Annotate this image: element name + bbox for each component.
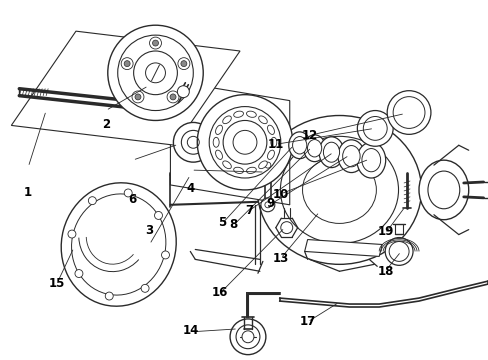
Circle shape bbox=[264, 202, 270, 208]
Ellipse shape bbox=[319, 137, 343, 168]
Circle shape bbox=[118, 35, 193, 111]
Ellipse shape bbox=[213, 137, 219, 147]
Circle shape bbox=[135, 94, 141, 100]
Text: 6: 6 bbox=[128, 193, 137, 206]
Ellipse shape bbox=[307, 140, 321, 157]
Ellipse shape bbox=[267, 150, 274, 159]
Circle shape bbox=[88, 197, 96, 204]
Circle shape bbox=[233, 130, 256, 154]
Circle shape bbox=[105, 292, 113, 300]
Circle shape bbox=[178, 58, 189, 69]
Polygon shape bbox=[170, 81, 289, 205]
Circle shape bbox=[68, 230, 76, 238]
Polygon shape bbox=[304, 239, 382, 256]
Text: 17: 17 bbox=[299, 315, 315, 328]
Text: 15: 15 bbox=[49, 277, 65, 290]
Circle shape bbox=[132, 91, 143, 103]
Circle shape bbox=[154, 211, 162, 219]
Circle shape bbox=[236, 325, 260, 349]
Circle shape bbox=[124, 189, 132, 197]
Ellipse shape bbox=[270, 137, 276, 147]
Text: 5: 5 bbox=[218, 216, 226, 229]
Circle shape bbox=[133, 51, 177, 95]
Polygon shape bbox=[11, 31, 240, 145]
Ellipse shape bbox=[222, 116, 231, 124]
Ellipse shape bbox=[258, 116, 267, 124]
Circle shape bbox=[145, 63, 165, 83]
Circle shape bbox=[242, 331, 253, 343]
Circle shape bbox=[181, 130, 205, 154]
Circle shape bbox=[173, 122, 213, 162]
Text: 12: 12 bbox=[302, 129, 318, 142]
Ellipse shape bbox=[337, 140, 364, 172]
Text: 4: 4 bbox=[186, 183, 195, 195]
Text: 18: 18 bbox=[377, 265, 393, 278]
Ellipse shape bbox=[246, 167, 256, 174]
Circle shape bbox=[363, 117, 386, 140]
Ellipse shape bbox=[246, 111, 256, 117]
Ellipse shape bbox=[356, 142, 385, 178]
Ellipse shape bbox=[61, 183, 176, 306]
Text: 10: 10 bbox=[272, 188, 288, 201]
Ellipse shape bbox=[302, 157, 376, 224]
Ellipse shape bbox=[342, 145, 359, 167]
Ellipse shape bbox=[361, 149, 380, 172]
Ellipse shape bbox=[233, 111, 243, 117]
Ellipse shape bbox=[292, 136, 306, 154]
Text: 7: 7 bbox=[245, 204, 253, 217]
Circle shape bbox=[161, 251, 169, 259]
Ellipse shape bbox=[418, 160, 468, 220]
Ellipse shape bbox=[303, 135, 325, 162]
Circle shape bbox=[149, 37, 161, 49]
Circle shape bbox=[152, 40, 158, 46]
Circle shape bbox=[177, 86, 189, 98]
Ellipse shape bbox=[288, 132, 310, 159]
Text: 16: 16 bbox=[212, 286, 228, 299]
Text: 1: 1 bbox=[24, 186, 32, 199]
Ellipse shape bbox=[257, 116, 421, 264]
Ellipse shape bbox=[258, 161, 267, 169]
Circle shape bbox=[75, 270, 83, 278]
Circle shape bbox=[107, 25, 203, 121]
Circle shape bbox=[181, 60, 186, 67]
Circle shape bbox=[223, 121, 266, 164]
Text: 11: 11 bbox=[267, 138, 284, 151]
Text: 14: 14 bbox=[183, 324, 199, 337]
Ellipse shape bbox=[427, 171, 459, 209]
Circle shape bbox=[385, 238, 412, 265]
Circle shape bbox=[357, 111, 392, 146]
Ellipse shape bbox=[222, 161, 231, 169]
Circle shape bbox=[386, 91, 430, 134]
Text: 19: 19 bbox=[377, 225, 393, 238]
Circle shape bbox=[261, 158, 274, 172]
Text: 3: 3 bbox=[145, 224, 153, 237]
Circle shape bbox=[124, 60, 130, 67]
Text: 2: 2 bbox=[102, 118, 110, 131]
Ellipse shape bbox=[215, 125, 222, 135]
Circle shape bbox=[209, 107, 280, 178]
Circle shape bbox=[280, 222, 292, 234]
Ellipse shape bbox=[215, 150, 222, 159]
Circle shape bbox=[141, 284, 149, 292]
Circle shape bbox=[167, 91, 179, 103]
Circle shape bbox=[264, 162, 270, 168]
Ellipse shape bbox=[323, 142, 339, 162]
Text: 9: 9 bbox=[265, 197, 274, 210]
Text: 13: 13 bbox=[272, 252, 288, 265]
Circle shape bbox=[121, 58, 133, 69]
Circle shape bbox=[197, 95, 292, 190]
Circle shape bbox=[230, 319, 265, 355]
Ellipse shape bbox=[233, 167, 243, 174]
Text: 8: 8 bbox=[229, 218, 238, 231]
Circle shape bbox=[170, 94, 176, 100]
Ellipse shape bbox=[267, 125, 274, 135]
Circle shape bbox=[261, 198, 274, 212]
